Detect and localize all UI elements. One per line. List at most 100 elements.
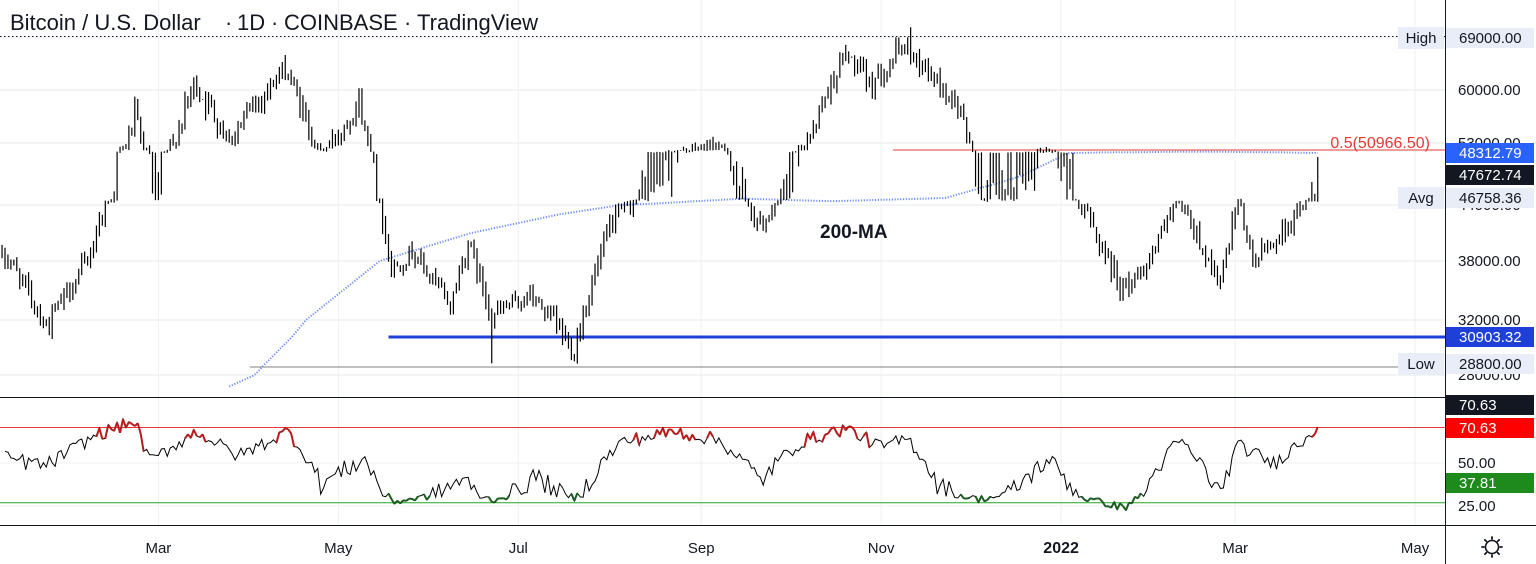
interval: 1D [237,10,265,35]
rsi-extreme-segment [679,428,685,440]
low-label: Low [1407,356,1435,373]
avg-label-box [1398,187,1444,209]
symbol-name: Bitcoin / U.S. Dollar [10,10,201,35]
time-tick-label: May [1401,540,1430,557]
rsi-extreme-segment [189,429,195,439]
rsi-extreme-segment [128,421,133,425]
rsi-extreme-segment [850,426,856,432]
rsi-extreme-segment [1090,497,1094,501]
rsi-extreme-segment [959,493,965,499]
rsi-extreme-segment [393,500,399,505]
chart-title: Bitcoin / U.S. Dollar · 1D · COINBASE · … [10,10,538,35]
ma-price-tag: 48312.79 [1459,145,1522,162]
rsi-extreme-segment [821,434,827,443]
rsi-extreme-segment [573,492,579,502]
rsi-extreme-segment [125,421,130,429]
fib-label: 0.5(50966.50) [1330,135,1430,152]
rsi-oversold-tag-box [1446,473,1534,493]
rsi-extreme-segment [980,495,986,502]
rsi-extreme-segment [396,500,401,505]
time-tick-label: Mar [145,540,171,557]
last-price-tag-box [1446,165,1534,185]
title-separator: · [225,10,232,35]
rsi-extreme-segment [192,429,198,437]
rsi-extreme-segment [201,434,207,443]
rsi-extreme-segment [284,427,289,431]
avg-value-box [1446,188,1534,208]
support-price-tag-box [1446,327,1534,347]
rsi-extreme-segment [670,429,676,435]
low-label-box [1398,353,1444,375]
rsi-extreme-segment [119,418,124,434]
low-value-box [1446,354,1534,374]
gear-icon[interactable] [1481,536,1503,558]
moving-average-200 [228,150,1318,388]
rsi-extreme-segment [1080,495,1086,501]
rsi-extreme-segment [281,427,286,433]
rsi-value-tag: 70.63 [1459,420,1497,437]
rsi-extreme-segment [122,418,127,428]
rsi-extreme-segment [833,426,838,434]
platform: TradingView [417,10,538,35]
rsi-extreme-segment [104,424,110,439]
rsi-extreme-segment [1093,497,1097,501]
rsi-extreme-segment [1084,499,1089,503]
price-tick-label: 60000.00 [1458,82,1521,99]
high-label: High [1406,30,1437,47]
rsi-oversold-tag: 37.81 [1459,475,1497,492]
time-tick-label: 2022 [1043,540,1079,557]
rsi-extreme-segment [865,432,871,448]
rsi-extreme-segment [803,433,809,448]
rsi-extreme-segment [691,434,697,441]
title-separator: · [271,10,278,35]
rsi-extreme-segment [812,431,818,443]
rsi-extreme-segment [414,495,419,502]
avg-value: 46758.36 [1459,190,1522,207]
level-lines [0,36,1445,368]
time-tick-label: Sep [688,540,715,557]
rsi-extreme-segment [1125,502,1130,511]
rsi-extreme-segment [1313,426,1319,435]
rsi-extreme-segment [827,428,832,435]
last-price-tag: 47672.74 [1459,167,1522,184]
rsi-extreme-segment [1134,495,1139,500]
rsi-extreme-segment [136,423,142,434]
rsi-extreme-segment [290,433,296,447]
rsi-extreme-segment [1311,433,1316,438]
rsi-extreme-segment [1136,492,1142,499]
rsi-extreme-segment [664,428,670,437]
rsi-extreme-segment [983,499,988,503]
rsi-extreme-segment [824,432,829,436]
rsi-extreme-segment [1116,502,1122,510]
candlestick-series [1,27,1319,364]
rsi-extreme-segment [966,496,970,500]
rsi-extreme-segment [487,496,493,503]
rsi-extreme-segment [1107,505,1112,509]
rsi-extreme-segment [853,430,859,440]
high-value: 69000.00 [1459,30,1522,47]
exchange: COINBASE [284,10,398,35]
ma-price-tag-box [1446,143,1534,163]
rsi-extreme-segment [426,495,431,501]
rsi-extreme-segment [493,498,499,503]
rsi-levels [0,427,1445,504]
support-price-tag: 30903.32 [1459,329,1522,346]
rsi-extreme-segment [1128,501,1133,505]
rsi-extreme-segment [1086,497,1092,502]
rsi-extreme-segment [1119,502,1124,507]
rsi-extreme-segment [279,430,283,434]
rsi-extreme-segment [844,425,850,431]
rsi-top-tag-box [1446,395,1534,415]
rsi-extreme-segment [1101,501,1107,507]
rsi-extreme-segment [986,495,992,501]
rsi-extreme-segment [838,424,844,437]
rsi-extreme-segment [1098,497,1104,503]
price-tags: High 69000.00 48312.79 47672.74 Avg 46758.36 3… [1398,27,1534,493]
rsi-tick-label: 25.00 [1458,498,1496,515]
time-axis[interactable]: Mar May Jul Sep Nov 2022 Mar May [145,540,1429,557]
high-value-box [1446,28,1534,48]
rsi-extreme-segment [668,428,672,431]
rsi-extreme-segment [387,493,393,500]
